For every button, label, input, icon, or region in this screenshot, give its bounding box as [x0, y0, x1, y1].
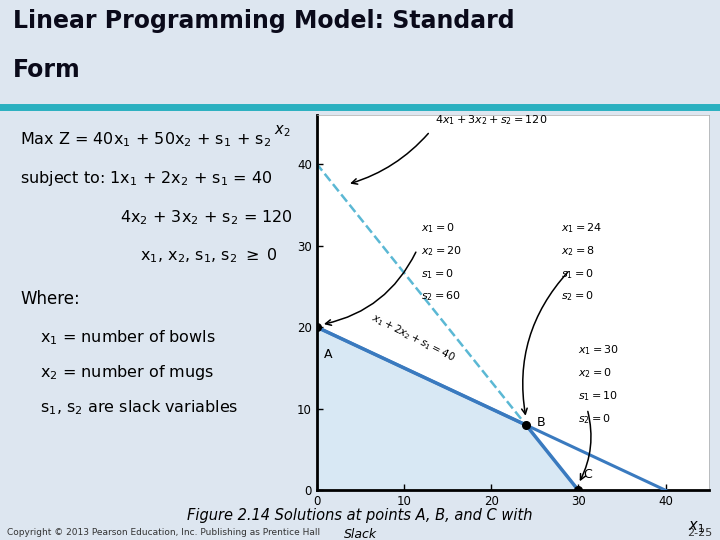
Text: $x_1 + 2x_2 + s_1 = 40$: $x_1 + 2x_2 + s_1 = 40$ — [369, 311, 457, 365]
Text: Figure 2.14 Solutions at points A, B, and C with: Figure 2.14 Solutions at points A, B, an… — [187, 508, 533, 523]
Text: s$_1$, s$_2$ are slack variables: s$_1$, s$_2$ are slack variables — [40, 399, 239, 417]
Text: $x_2$: $x_2$ — [274, 124, 290, 139]
Text: $x_1 = 24$: $x_1 = 24$ — [561, 221, 603, 235]
Text: x$_1$ = number of bowls: x$_1$ = number of bowls — [40, 328, 216, 347]
Text: Slack: Slack — [343, 528, 377, 540]
Text: 4x$_2$ + 3x$_2$ + s$_2$ = 120: 4x$_2$ + 3x$_2$ + s$_2$ = 120 — [120, 208, 293, 227]
Text: $s_2 = 60$: $s_2 = 60$ — [421, 289, 462, 303]
Text: subject to: 1x$_1$ + 2x$_2$ + s$_1$ = 40: subject to: 1x$_1$ + 2x$_2$ + s$_1$ = 40 — [20, 169, 273, 188]
Text: $x_2 = 8$: $x_2 = 8$ — [561, 244, 595, 258]
Text: $x_1 = 0$: $x_1 = 0$ — [421, 221, 456, 235]
Text: $s_2 = 0$: $s_2 = 0$ — [578, 412, 611, 426]
Text: Linear Programming Model: Standard: Linear Programming Model: Standard — [13, 9, 515, 33]
Text: C: C — [582, 468, 592, 481]
Text: $4x_1 + 3x_2 + s_2 = 120$: $4x_1 + 3x_2 + s_2 = 120$ — [435, 113, 547, 127]
Text: $s_1 = 0$: $s_1 = 0$ — [421, 267, 454, 281]
Text: Form: Form — [13, 58, 81, 82]
Text: $s_1 = 0$: $s_1 = 0$ — [561, 267, 594, 281]
Text: x$_1$, x$_2$, s$_1$, s$_2$ $\geq$ 0: x$_1$, x$_2$, s$_1$, s$_2$ $\geq$ 0 — [140, 247, 278, 266]
Text: $x_2 = 20$: $x_2 = 20$ — [421, 244, 463, 258]
Text: x$_2$ = number of mugs: x$_2$ = number of mugs — [40, 363, 215, 382]
Text: $x_2 = 0$: $x_2 = 0$ — [578, 366, 613, 380]
Text: 2-25: 2-25 — [688, 528, 713, 538]
Text: Copyright © 2013 Pearson Education, Inc. Publishing as Prentice Hall: Copyright © 2013 Pearson Education, Inc.… — [7, 528, 320, 537]
Text: Max Z = 40x$_1$ + 50x$_2$ + s$_1$ + s$_2$: Max Z = 40x$_1$ + 50x$_2$ + s$_1$ + s$_2… — [20, 130, 271, 149]
Text: $s_2 = 0$: $s_2 = 0$ — [561, 289, 594, 303]
Text: B: B — [536, 416, 545, 429]
Text: $s_1 = 10$: $s_1 = 10$ — [578, 389, 618, 403]
Text: A: A — [324, 348, 332, 361]
Polygon shape — [317, 327, 578, 490]
Text: $x_1 = 30$: $x_1 = 30$ — [578, 343, 620, 357]
Text: $x_1$: $x_1$ — [688, 519, 704, 535]
Text: Where:: Where: — [20, 289, 80, 308]
